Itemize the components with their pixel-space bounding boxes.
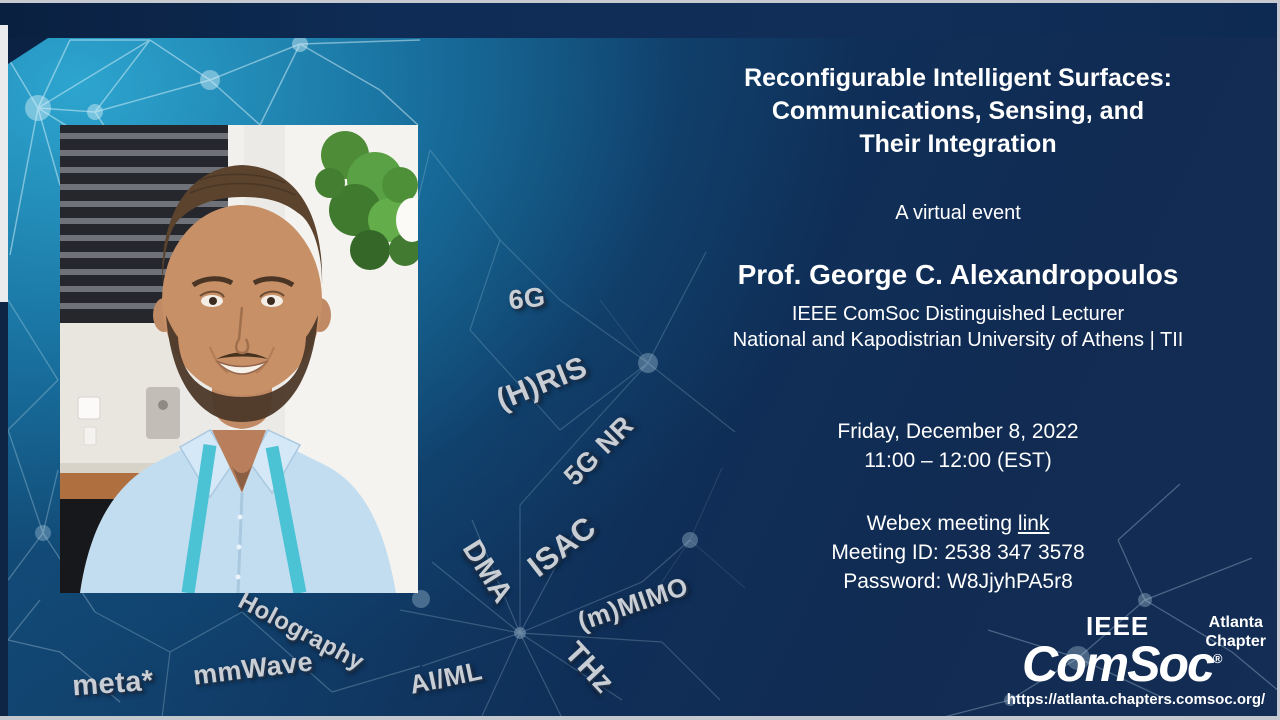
comsoc-wordmark: ComSoc® [1022, 636, 1223, 692]
ieee-wordmark: IEEE [1086, 611, 1150, 641]
event-time: 11:00 – 12:00 (EST) [864, 449, 1052, 472]
keyword-6g: 6G [506, 281, 547, 316]
meeting-password: Password: W8JjyhPA5r8 [843, 570, 1073, 593]
left-navy-strip [0, 302, 8, 716]
webex-meeting-link[interactable]: link [1017, 512, 1050, 535]
speaker-photo [60, 125, 418, 593]
registered-mark: ® [1212, 651, 1223, 666]
comsoc-logo-mark: IEEE ComSoc® Atlanta Chapter [1000, 611, 1272, 692]
keyword-meta: meta* [71, 664, 155, 703]
speaker-name: Prof. George C. Alexandropoulos [737, 259, 1179, 290]
webex-line: Webex meeting link [658, 509, 1258, 538]
ieee-comsoc-logo: IEEE ComSoc® Atlanta Chapter https://atl… [1000, 613, 1272, 708]
slide-border-top [0, 0, 1280, 3]
meeting-id: Meeting ID: 2538 347 3578 [831, 541, 1085, 564]
top-navy-band [0, 3, 1280, 38]
left-white-strip [0, 25, 8, 302]
webex-label: Webex meeting [866, 512, 1018, 535]
speaker-role: IEEE ComSoc Distinguished Lecturer [791, 303, 1125, 325]
slide-border-right [1277, 0, 1280, 720]
event-subtitle: A virtual event [895, 202, 1021, 224]
event-title-line-3: Their Integration [859, 130, 1057, 158]
speaker-affiliation: National and Kapodistrian University of … [732, 329, 1184, 351]
chapter-label: Atlanta Chapter [1205, 614, 1266, 650]
chapter-url: https://atlanta.chapters.comsoc.org/ [1006, 691, 1266, 708]
slide-border-bottom [0, 716, 1280, 720]
webex-details: Webex meeting link Meeting ID: 2538 347 … [658, 509, 1258, 596]
event-date: Friday, December 8, 2022 [837, 420, 1079, 443]
event-title-line-1: Reconfigurable Intelligent Surfaces: [744, 64, 1172, 92]
event-title-line-2: Communications, Sensing, and [771, 97, 1145, 125]
event-details-column: Reconfigurable Intelligent Surfaces: Com… [658, 62, 1258, 596]
event-datetime: Friday, December 8, 2022 11:00 – 12:00 (… [658, 417, 1258, 475]
